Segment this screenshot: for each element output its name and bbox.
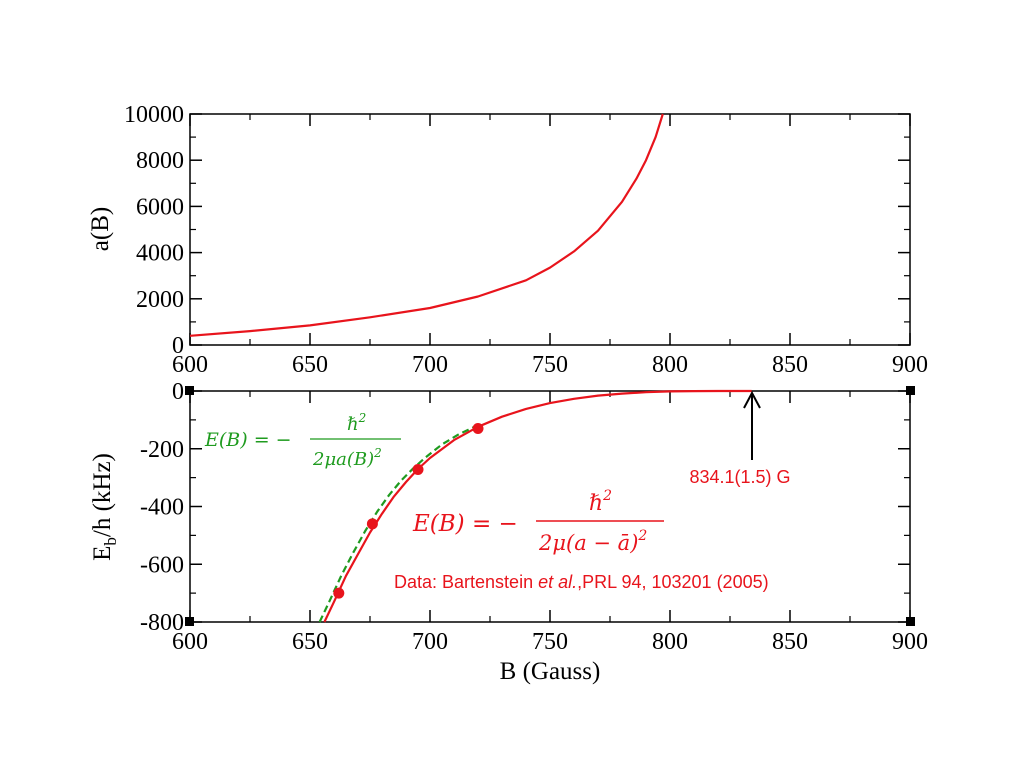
- top-y-tick-label: 4000: [136, 241, 184, 267]
- bottom-x-tick-label: 750: [532, 629, 568, 655]
- data-source-prefix: Data: Bartenstein: [394, 572, 538, 592]
- corner-handle-top-left[interactable]: [185, 386, 194, 395]
- top-y-tick-label: 2000: [136, 287, 184, 313]
- bottom-x-tick-label: 650: [292, 629, 328, 655]
- corner-handle-top-right[interactable]: [906, 386, 915, 395]
- bottom-data-point: [472, 423, 484, 435]
- top-x-tick-label: 900: [892, 352, 928, 378]
- top-y-tick-label: 6000: [136, 194, 184, 220]
- svg-text:ℏ2: ℏ2: [347, 411, 366, 435]
- bottom-data-point: [366, 518, 378, 530]
- corner-handle-bottom-left[interactable]: [185, 617, 194, 626]
- bottom-y-tick-labels: -800 -600 -400 -200 0: [140, 379, 184, 636]
- bottom-series-line-1: [318, 424, 479, 623]
- top-y-tick-label: 8000: [136, 148, 184, 174]
- top-tick-marks: [189, 113, 911, 346]
- top-y-tick-label: 0: [172, 333, 184, 359]
- bottom-x-tick-label: 800: [652, 629, 688, 655]
- top-x-tick-label: 600: [172, 352, 208, 378]
- data-source-suffix: ,PRL 94, 103201 (2005): [577, 572, 768, 592]
- bottom-x-tick-label: 600: [172, 629, 208, 655]
- top-series-group: [189, 113, 664, 337]
- bottom-x-tick-label: 900: [892, 629, 928, 655]
- top-y-tick-label: 10000: [124, 102, 184, 128]
- top-series-line-0: [189, 113, 664, 337]
- svg-text:E(B) = −: E(B) = −: [412, 511, 518, 537]
- bottom-x-tick-label: 850: [772, 629, 808, 655]
- bottom-y-tick-label: -400: [140, 495, 184, 521]
- top-x-tick-label: 650: [292, 352, 328, 378]
- bottom-y-axis-title: Eb/h (kHz): [89, 453, 120, 561]
- data-source-note: Data: Bartenstein et al.,PRL 94, 103201 …: [394, 572, 769, 592]
- bottom-y-tick-label: -600: [140, 552, 184, 578]
- bottom-y-tick-label: -800: [140, 610, 184, 636]
- top-x-tick-label: 850: [772, 352, 808, 378]
- top-y-tick-labels: 0 2000 4000 6000 8000 10000: [124, 102, 184, 359]
- svg-text:2μa(B)2: 2μa(B)2: [312, 446, 382, 470]
- bottom-tick-marks: [189, 390, 911, 623]
- svg-text:E(B) = −: E(B) = −: [204, 429, 292, 451]
- bottom-series-group: [318, 389, 752, 623]
- top-plot-frame: [189, 113, 911, 346]
- bottom-data-point: [333, 587, 345, 599]
- svg-text:2μ(a − ā)2: 2μ(a − ā)2: [538, 528, 647, 555]
- top-x-tick-labels: 600 650 700 750 800 850 900: [172, 352, 928, 378]
- resonance-arrow: [743, 390, 761, 460]
- svg-text:ℏ2: ℏ2: [589, 488, 612, 516]
- top-x-tick-label: 750: [532, 352, 568, 378]
- resonance-label: 834.1(1.5) G: [689, 467, 790, 487]
- top-y-axis-title: a(B): [87, 207, 114, 251]
- top-x-tick-label: 800: [652, 352, 688, 378]
- formula-red: E(B) = − ℏ2 2μ(a − ā)2: [412, 488, 664, 555]
- bottom-data-point: [412, 464, 424, 476]
- top-chart: 600 650 700 750 800 850 900 0 2000 4000 6000 8000 1…: [87, 102, 928, 378]
- bottom-y-tick-label: -200: [140, 437, 184, 463]
- bottom-x-tick-label: 700: [412, 629, 448, 655]
- bottom-x-tick-labels: 600 650 700 750 800 850 900: [172, 629, 928, 655]
- corner-handle-bottom-right[interactable]: [906, 617, 915, 626]
- data-source-italic: et al.: [538, 572, 577, 592]
- bottom-x-axis-title: B (Gauss): [500, 658, 601, 685]
- formula-green: E(B) = − ℏ2 2μa(B)2: [204, 411, 401, 470]
- bottom-chart: 600 650 700 750 800 850 900 -800-600-400-2000 …: [89, 379, 928, 685]
- bottom-y-tick-label: 0: [172, 379, 184, 405]
- top-x-tick-label: 700: [412, 352, 448, 378]
